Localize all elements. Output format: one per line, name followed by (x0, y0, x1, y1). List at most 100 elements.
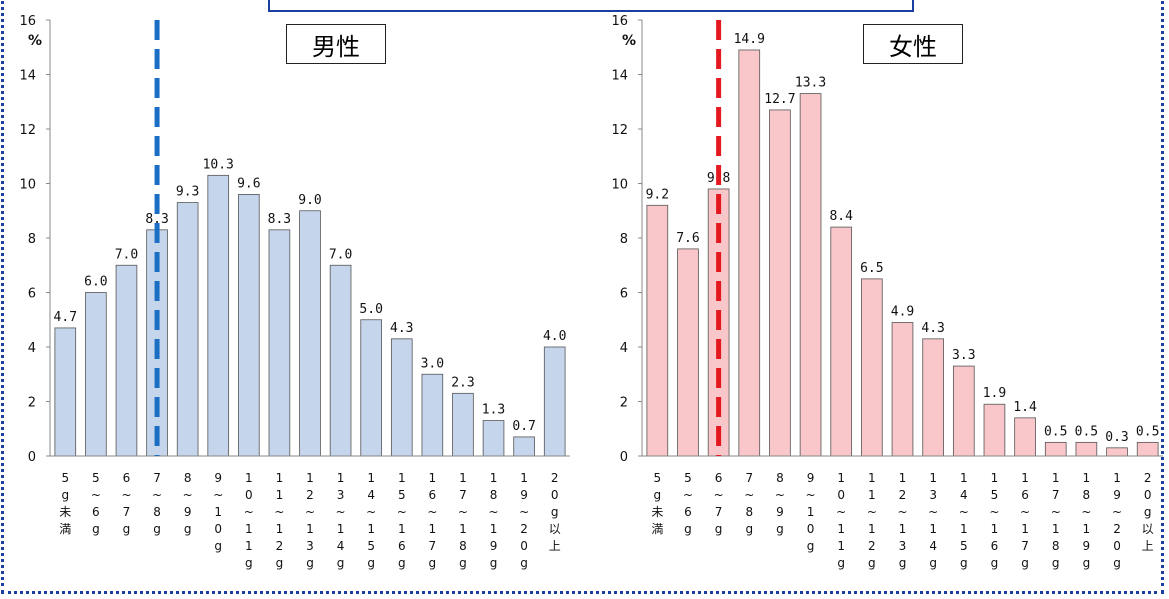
x-tick-label: 満 (59, 522, 71, 536)
x-tick-label: g (960, 556, 968, 570)
data-label: 13.3 (795, 76, 826, 91)
x-tick-label: 9 (490, 539, 498, 553)
x-tick-label: ~ (959, 505, 969, 519)
bar (329, 264, 352, 457)
x-tick-label: ~ (744, 488, 754, 502)
x-tick-label: g (92, 522, 100, 536)
x-tick-label: 1 (276, 488, 284, 502)
x-tick-label: 8 (153, 505, 161, 519)
y-tick-label: 0 (620, 450, 628, 465)
data-label: 0.5 (1044, 424, 1067, 439)
data-label: 7.6 (676, 231, 699, 246)
x-tick-label: 4 (367, 488, 375, 502)
x-tick-label: g (214, 539, 222, 553)
y-tick-label: 0 (28, 450, 36, 465)
data-label: 6.5 (860, 261, 883, 276)
x-tick-label: g (398, 556, 406, 570)
data-label: 10.3 (203, 157, 234, 172)
x-tick-label: 8 (1052, 539, 1060, 553)
x-tick-label: g (123, 522, 131, 536)
x-tick-label: 満 (651, 522, 663, 536)
y-tick-label: 2 (620, 396, 628, 411)
x-tick-label: 1 (337, 471, 345, 485)
x-tick-label: 0 (551, 488, 559, 502)
x-tick-label: 1 (306, 522, 314, 536)
bar (1075, 441, 1098, 457)
x-tick-label: 5 (61, 471, 69, 485)
data-label: 9.2 (646, 187, 669, 202)
y-tick-label: 6 (620, 287, 628, 302)
bar (360, 319, 382, 457)
x-tick-label: g (929, 556, 937, 570)
x-tick-label: g (991, 556, 999, 570)
x-tick-label: g (1144, 505, 1152, 519)
x-tick-label: 7 (459, 488, 467, 502)
x-tick-label: ~ (1112, 505, 1122, 519)
x-tick-label: ~ (458, 505, 468, 519)
x-tick-label: 2 (868, 539, 876, 553)
x-tick-label: 9 (776, 505, 784, 519)
data-label: 5.0 (359, 302, 382, 317)
bar (1044, 441, 1067, 457)
x-tick-label: g (459, 556, 467, 570)
x-tick-label: 1 (245, 471, 253, 485)
x-tick-label: 4 (929, 539, 937, 553)
x-tick-label: 1 (1083, 471, 1091, 485)
x-tick-label: ~ (488, 505, 498, 519)
x-tick-label: 1 (245, 539, 253, 553)
x-tick-label: 1 (807, 505, 815, 519)
bar (922, 338, 944, 457)
y-tick-label: 10 (611, 178, 628, 193)
x-tick-label: 1 (1021, 471, 1029, 485)
x-tick-label: ~ (1020, 505, 1030, 519)
x-tick-label: g (1083, 556, 1091, 570)
x-tick-label: 6 (92, 505, 100, 519)
x-tick-label: g (245, 556, 253, 570)
x-tick-label: 2 (899, 488, 907, 502)
bar (891, 322, 914, 457)
x-tick-label: ~ (183, 488, 193, 502)
x-tick-label: 1 (276, 522, 284, 536)
x-tick-label: 1 (490, 522, 498, 536)
x-tick-label: ~ (244, 505, 254, 519)
x-tick-label: 未 (59, 505, 71, 519)
bar (115, 264, 138, 457)
x-tick-label: 4 (960, 488, 968, 502)
x-tick-label: ~ (836, 505, 846, 519)
y-tick-label: 16 (19, 14, 36, 29)
x-tick-label: 2 (1113, 522, 1121, 536)
x-tick-label: 8 (184, 471, 192, 485)
x-tick-label: g (337, 556, 345, 570)
x-tick-label: 0 (837, 488, 845, 502)
x-tick-label: 1 (868, 522, 876, 536)
x-tick-label: g (276, 556, 284, 570)
bar (830, 226, 853, 457)
chart-female: 0246810121416%9.25g未満7.65~6g9.86~7g14.97… (611, 14, 1163, 570)
bar (299, 210, 321, 457)
y-tick-label: 8 (620, 232, 628, 247)
y-tick-label: 14 (611, 69, 628, 84)
chart-title-female: 女性 (863, 24, 963, 64)
bar (1106, 447, 1128, 457)
x-tick-label: 1 (868, 471, 876, 485)
x-tick-label: ~ (867, 505, 877, 519)
x-tick-label: g (520, 556, 528, 570)
x-tick-label: 2 (1144, 471, 1152, 485)
x-tick-label: 2 (520, 522, 528, 536)
x-tick-label: 5 (367, 539, 375, 553)
x-tick-label: 6 (715, 471, 723, 485)
data-label: 9.0 (298, 193, 321, 208)
x-tick-label: ~ (1081, 505, 1091, 519)
x-tick-label: 5 (991, 488, 999, 502)
x-tick-label: 1 (459, 471, 467, 485)
x-tick-label: 1 (490, 471, 498, 485)
bar (207, 174, 230, 457)
x-tick-label: g (1021, 556, 1029, 570)
y-tick-label: 16 (611, 14, 628, 29)
x-tick-label: ~ (91, 488, 101, 502)
bar (799, 93, 822, 457)
y-tick-label: 2 (28, 396, 36, 411)
data-label: 4.9 (891, 304, 914, 319)
x-tick-label: g (184, 522, 192, 536)
x-tick-label: 7 (1021, 539, 1029, 553)
